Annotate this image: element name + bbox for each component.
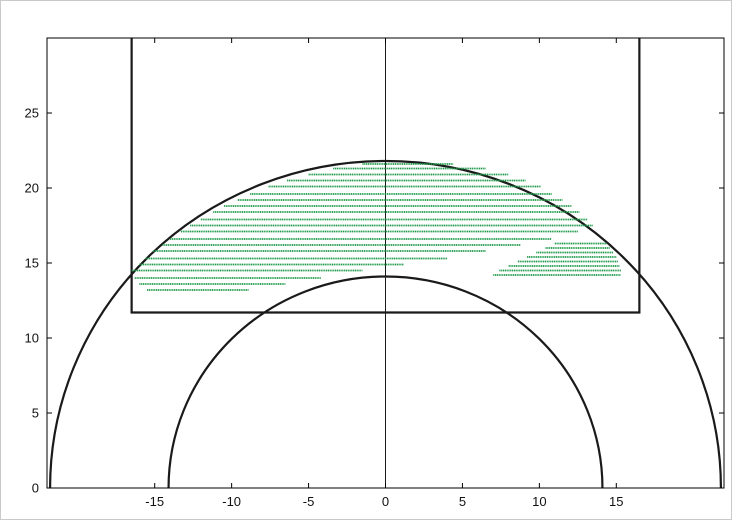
- x-tick-label: -15: [145, 494, 164, 509]
- y-tick-label: 25: [25, 106, 39, 121]
- y-tick-label: 20: [25, 181, 39, 196]
- y-tick-label: 15: [25, 256, 39, 271]
- x-tick-label: -10: [222, 494, 241, 509]
- plot-area: [48, 38, 723, 488]
- y-tick-label: 5: [32, 406, 39, 421]
- axes-box: [46, 37, 725, 489]
- x-tick-label: 5: [459, 494, 466, 509]
- x-tick-label: -5: [303, 494, 315, 509]
- y-axis-ticks: 0 5 10 15 20 25: [25, 106, 724, 496]
- x-tick-label: 0: [382, 494, 389, 509]
- x-tick-label: 15: [609, 494, 623, 509]
- y-tick-label: 10: [25, 331, 39, 346]
- x-tick-label: 10: [532, 494, 546, 509]
- y-tick-label: 0: [32, 481, 39, 496]
- x-axis-ticks: -15 -10 -5 0 5 10 15: [145, 38, 624, 509]
